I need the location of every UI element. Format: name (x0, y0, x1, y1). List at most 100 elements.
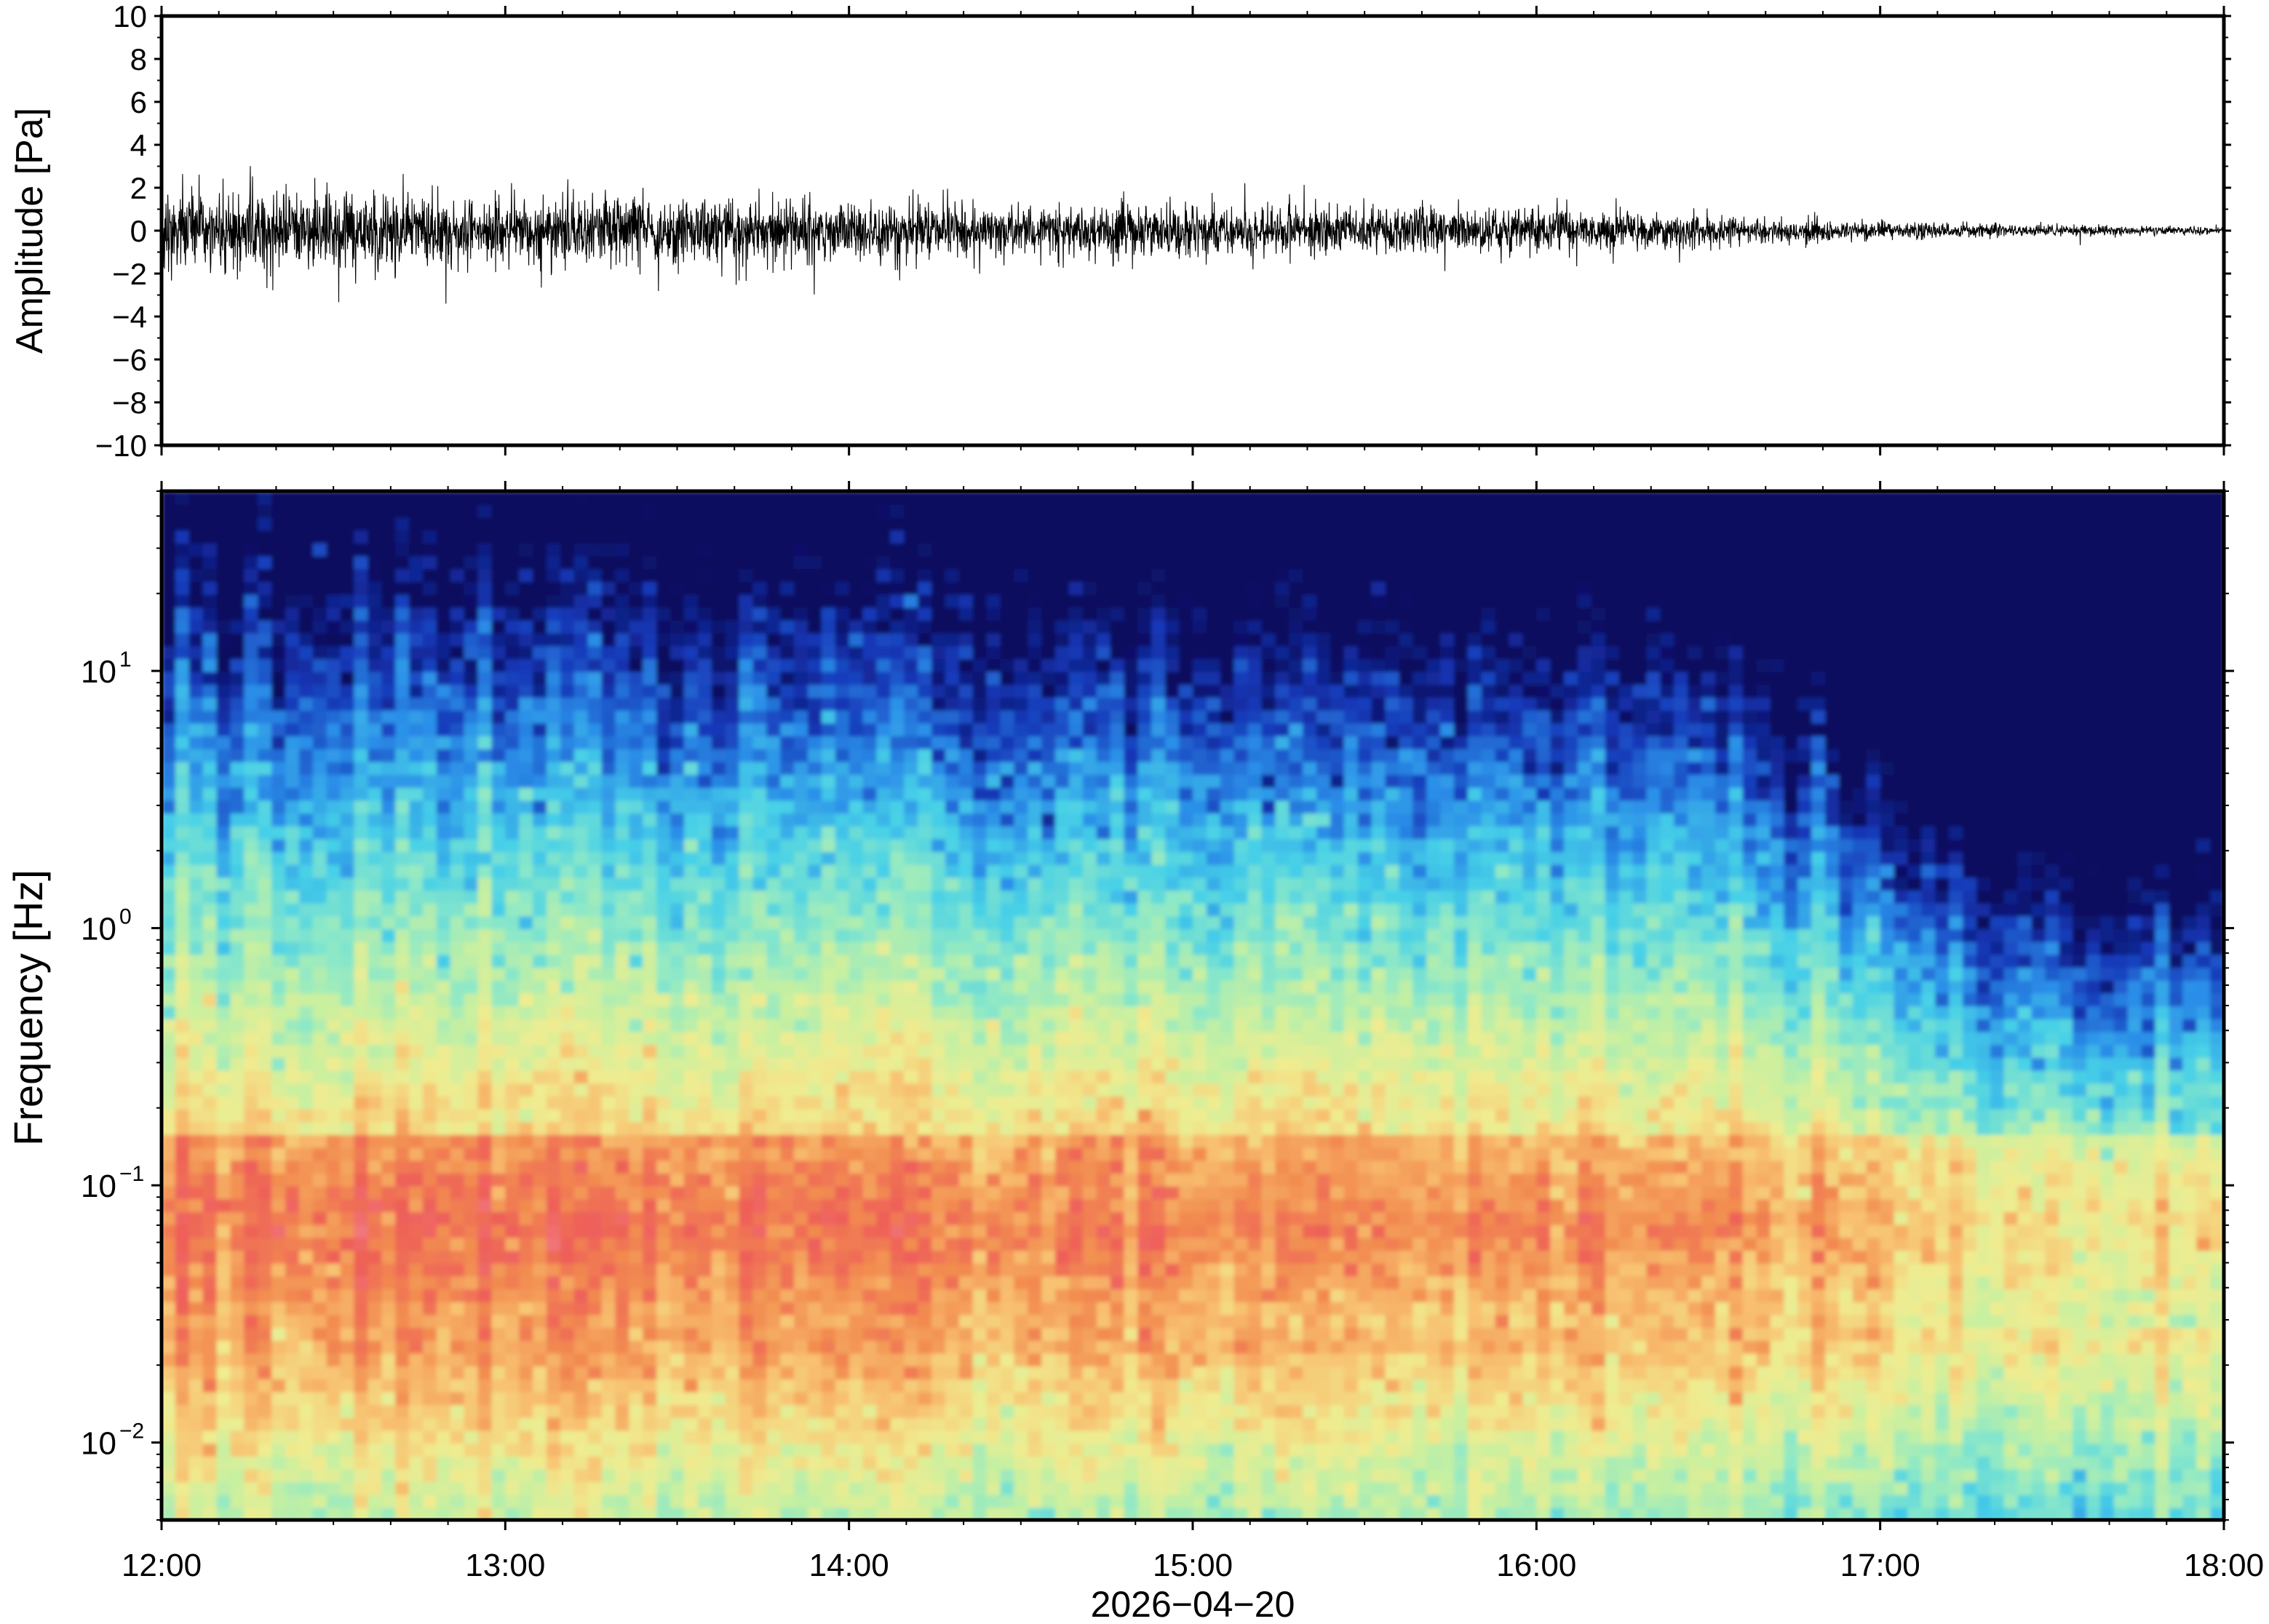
spectrogram-cell (876, 1249, 891, 1264)
spectrogram-cell (1838, 1314, 1854, 1329)
spectrogram-cell (1385, 1198, 1400, 1212)
spectrogram-cell (285, 1417, 301, 1431)
spectrogram-cell (835, 1211, 850, 1225)
spectrogram-cell (1688, 1211, 1703, 1225)
spectrogram-cell (1852, 1404, 1867, 1418)
spectrogram-cell (1976, 1108, 1992, 1123)
spectrogram-cell (615, 1224, 630, 1238)
spectrogram-cell (367, 1430, 383, 1444)
spectrogram-cell (1233, 1211, 1249, 1225)
spectrogram-cell (1247, 1224, 1263, 1238)
spectrogram-cell (1714, 1314, 1730, 1329)
spectrogram-cell (1041, 1430, 1057, 1444)
spectrogram-cell (849, 1160, 864, 1174)
spectrogram-cell (188, 1314, 204, 1329)
spectrogram-cell (1770, 1494, 1785, 1508)
spectrogram-cell (739, 1507, 754, 1520)
spectrogram-cell (670, 1391, 686, 1406)
spectrogram-cell (1453, 1288, 1469, 1302)
spectrogram-cell (354, 1108, 369, 1123)
spectrogram-cell (1467, 1391, 1482, 1406)
spectrogram-cell (1784, 1198, 1799, 1212)
spectrogram-cell (573, 1095, 589, 1110)
spectrogram-cell (2169, 1430, 2184, 1444)
spectrogram-cell (1467, 1275, 1482, 1290)
spectrogram-cell (1179, 1108, 1194, 1123)
spectrogram-cell (1467, 1468, 1482, 1483)
spectrogram-cell (766, 1249, 782, 1264)
spectrogram-cell (1343, 1417, 1359, 1431)
spectrogram-cell (285, 1224, 301, 1238)
spectrogram-cell (2086, 1288, 2102, 1302)
spectrogram-cell (1303, 1237, 1318, 1251)
spectrogram-cell (2210, 1275, 2224, 1290)
spectrogram-cell (450, 1237, 465, 1251)
spectrogram-cell (725, 1455, 740, 1470)
spectrogram-cell (794, 1507, 809, 1520)
spectrogram-cell (340, 1198, 355, 1212)
spectrogram-cell (230, 1134, 245, 1148)
spectrogram-cell (381, 1340, 397, 1354)
spectrogram-cell (1578, 1391, 1593, 1406)
spectrogram-cell (1385, 1468, 1400, 1483)
spectrogram-cell (1714, 1430, 1730, 1444)
spectrogram-cell (2031, 1442, 2046, 1457)
spectrogram-cell (1990, 1378, 2005, 1393)
spectrogram-cell (533, 1172, 548, 1187)
spectrogram-cell (409, 1249, 424, 1264)
spectrogram-cell (931, 1288, 947, 1302)
spectrogram-cell (601, 1430, 616, 1444)
spectrogram-cell (780, 1365, 795, 1380)
spectrogram-cell (1343, 1275, 1359, 1290)
spectrogram-cell (2086, 1391, 2102, 1406)
spectrogram-cell (1756, 1134, 1771, 1148)
spectrogram-cell (725, 1095, 740, 1110)
spectrogram-cell (1357, 1134, 1372, 1148)
spectrogram-cell (464, 1147, 479, 1161)
spectrogram-cell (794, 1391, 809, 1406)
spectrogram-cell (1536, 1507, 1551, 1520)
spectrogram-cell (1357, 1121, 1372, 1135)
spectrogram-cell (945, 1198, 961, 1212)
spectrogram-cell (1536, 1340, 1551, 1354)
spectrogram-cell (1591, 1391, 1606, 1406)
spectrogram-cell (849, 1353, 864, 1367)
spectrogram-cell (1385, 1365, 1400, 1380)
spectrogram-cell (1467, 1237, 1482, 1251)
spectrogram-cell (1000, 1275, 1015, 1290)
spectrogram-cell (1907, 1198, 1923, 1212)
spectrogram-cell (601, 1108, 616, 1123)
spectrogram-cell (1137, 1455, 1153, 1470)
spectrogram-cell (2003, 1314, 2019, 1329)
spectrogram-cell (1316, 1494, 1332, 1508)
spectrogram-cell (1495, 1224, 1510, 1238)
spectrogram-cell (1426, 1378, 1442, 1393)
spectrogram-cell (271, 1391, 287, 1406)
spectrogram-cell (381, 1108, 397, 1123)
spectrogram-cell (918, 1340, 933, 1354)
spectrogram-cell (175, 1378, 190, 1393)
spectrogram-cell (381, 1391, 397, 1406)
spectrogram-cell (1742, 1301, 1757, 1315)
spectrogram-cell (1632, 1185, 1648, 1200)
spectrogram-cell (2196, 1172, 2212, 1187)
spectrogram-cell (904, 1224, 919, 1238)
spectrogram-cell (271, 1198, 287, 1212)
spectrogram-cell (1289, 1417, 1304, 1431)
spectrogram-cell (862, 1160, 878, 1174)
spectrogram-cell (2127, 1198, 2142, 1212)
spectrogram-cell (697, 1275, 712, 1290)
spectrogram-cell (573, 1198, 589, 1212)
spectrogram-cell (1041, 1391, 1057, 1406)
spectrogram-cell (560, 1353, 575, 1367)
spectrogram-cell (244, 1507, 259, 1520)
spectrogram-cell (986, 1314, 1001, 1329)
spectrogram-cell (1976, 1262, 1992, 1277)
spectrogram-cell (918, 1134, 933, 1148)
spectrogram-cell (1426, 1262, 1442, 1277)
spectrogram-cell (1536, 1134, 1551, 1148)
spectrogram-cell (1289, 1442, 1304, 1457)
spectrogram-cell (258, 1340, 273, 1354)
spectrogram-cell (2086, 1507, 2102, 1520)
spectrogram-cell (1426, 1147, 1442, 1161)
